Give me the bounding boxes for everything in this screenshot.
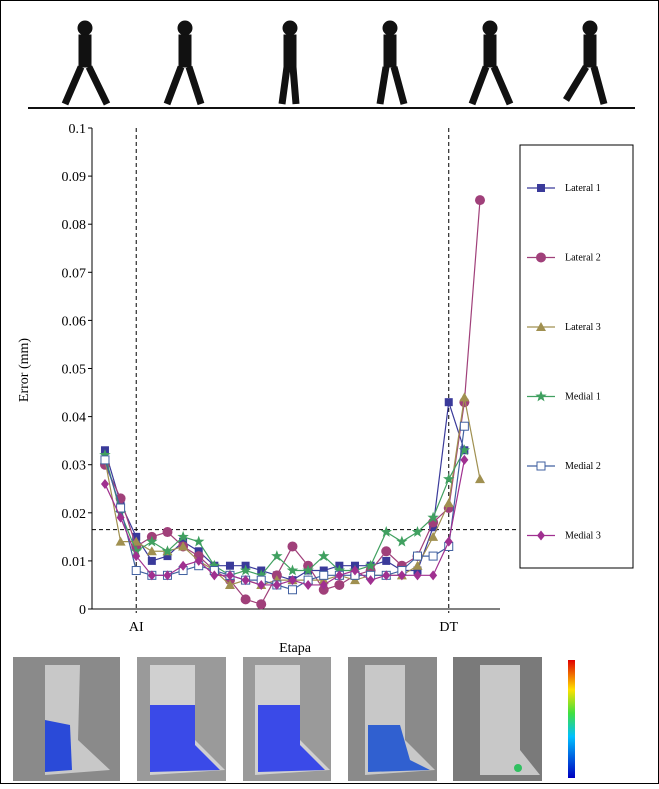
point <box>320 571 328 579</box>
y-tick-label: 0.01 <box>62 555 87 570</box>
point <box>475 195 485 205</box>
legend-box <box>520 145 633 568</box>
y-tick-label: 0.1 <box>69 122 87 137</box>
point <box>226 562 234 570</box>
point <box>445 398 453 406</box>
y-tick-label: 0.08 <box>62 218 87 233</box>
legend-label: Lateral 3 <box>565 322 601 333</box>
point <box>287 541 297 551</box>
point <box>460 422 468 430</box>
y-tick-label: 0.09 <box>62 170 87 185</box>
point <box>288 586 296 594</box>
legend-label: Lateral 2 <box>565 253 601 264</box>
point <box>101 456 109 464</box>
legend-label: Medial 3 <box>565 531 601 542</box>
y-tick-label: 0 <box>79 603 86 618</box>
y-tick-label: 0.02 <box>62 507 87 522</box>
legend-marker <box>537 462 545 470</box>
foot-images <box>13 657 575 781</box>
legend-label: Medial 1 <box>565 392 601 403</box>
point <box>382 557 390 565</box>
page: {"chart_data": {"type": "line", "x_label… <box>0 0 659 789</box>
x-tick-label: AI <box>129 620 144 635</box>
point <box>241 594 251 604</box>
y-tick-label: 0.06 <box>62 314 87 329</box>
legend-marker <box>536 253 546 263</box>
point <box>413 552 421 560</box>
point <box>429 552 437 560</box>
x-axis-label: Etapa <box>279 641 312 656</box>
point <box>381 546 391 556</box>
y-tick-label: 0.07 <box>62 266 87 281</box>
y-tick-label: 0.05 <box>62 363 87 378</box>
x-tick-label: DT <box>439 620 458 635</box>
point <box>334 580 344 590</box>
point <box>162 527 172 537</box>
y-tick-label: 0.04 <box>62 411 87 426</box>
legend-label: Lateral 1 <box>565 183 601 194</box>
point <box>256 599 266 609</box>
figure: Error (mm) Etapa 0 0.01 0.02 0.03 0.04 0.05 0.… <box>0 0 659 784</box>
point <box>148 557 156 565</box>
y-tick-label: 0.03 <box>62 459 87 474</box>
legend-marker <box>537 184 545 192</box>
point <box>132 567 140 575</box>
legend-label: Medial 2 <box>565 461 601 472</box>
y-axis-label: Error (mm) <box>17 338 32 402</box>
